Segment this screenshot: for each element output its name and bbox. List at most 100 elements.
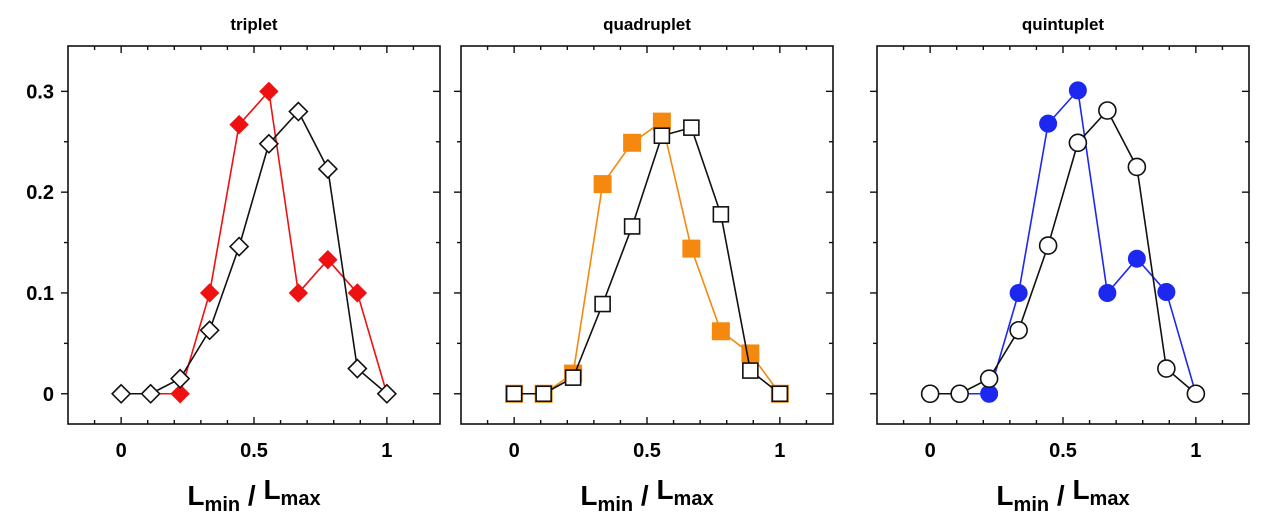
x-axis-label: Lmin / Lmax bbox=[996, 474, 1129, 516]
panel-title: quadruplet bbox=[603, 15, 691, 34]
x-axis-label: Lmin / Lmax bbox=[580, 474, 713, 516]
x-tick-label: 0.5 bbox=[1049, 440, 1077, 462]
series-1 bbox=[921, 81, 1205, 403]
x-axis-label-part: / bbox=[240, 480, 263, 511]
x-axis-label-subscript: max bbox=[674, 488, 714, 510]
data-point bbox=[1068, 81, 1087, 100]
x-axis-label-subscript: min bbox=[1014, 494, 1050, 516]
x-tick-label: 0.5 bbox=[240, 440, 268, 462]
x-axis-label-subscript: max bbox=[281, 488, 321, 510]
data-point bbox=[594, 295, 611, 313]
x-axis-label-subscript: min bbox=[598, 494, 634, 516]
data-point bbox=[376, 383, 397, 404]
x-axis-label-subscript: min bbox=[205, 494, 241, 516]
plot-frame bbox=[460, 45, 834, 425]
data-point bbox=[170, 384, 190, 404]
data-point bbox=[288, 283, 309, 303]
data-point bbox=[623, 133, 642, 152]
data-point bbox=[742, 362, 759, 379]
data-point bbox=[564, 369, 582, 386]
series-line bbox=[514, 120, 781, 395]
data-point bbox=[288, 101, 309, 122]
data-point bbox=[1009, 320, 1028, 340]
x-tick-label: 1 bbox=[1190, 440, 1201, 462]
data-point bbox=[1038, 236, 1058, 255]
x-tick-label: 1 bbox=[774, 440, 785, 462]
data-point bbox=[347, 283, 368, 303]
data-point bbox=[1098, 101, 1117, 120]
data-point bbox=[1098, 283, 1117, 302]
x-tick-label: 0.5 bbox=[633, 440, 661, 462]
x-tick-label: 0 bbox=[925, 440, 936, 462]
series-line bbox=[121, 110, 388, 395]
data-point bbox=[259, 81, 279, 102]
series-line bbox=[514, 126, 781, 395]
panel-title: triplet bbox=[230, 15, 278, 34]
data-point bbox=[920, 384, 940, 404]
panel-1: triplet 0 0.5 1 0 0.1 0.2 0.3 Lmin / Lmax bbox=[26, 15, 441, 516]
data-point bbox=[1039, 114, 1058, 133]
data-point bbox=[199, 320, 220, 341]
series-2 bbox=[920, 101, 1206, 404]
data-point bbox=[683, 119, 700, 136]
plot-frame bbox=[67, 45, 441, 425]
series-line bbox=[930, 89, 1197, 395]
x-axis-label-part: L bbox=[187, 480, 204, 511]
data-point bbox=[199, 283, 220, 303]
data-point bbox=[1009, 283, 1028, 302]
panel-2: quadruplet 0 0.5 1 Lmin / Lmax bbox=[454, 15, 834, 516]
data-point bbox=[712, 206, 730, 223]
data-point bbox=[140, 383, 161, 404]
data-point bbox=[318, 249, 338, 270]
data-point bbox=[653, 127, 671, 145]
series-1 bbox=[505, 112, 789, 403]
x-axis-label-part: L bbox=[263, 474, 280, 505]
data-point bbox=[1127, 249, 1146, 268]
x-axis-label-part: L bbox=[996, 480, 1013, 511]
data-point bbox=[1157, 359, 1176, 378]
series-2 bbox=[111, 101, 397, 404]
series-line bbox=[121, 90, 388, 395]
series-line bbox=[930, 109, 1197, 395]
data-point bbox=[950, 384, 969, 404]
data-point bbox=[711, 322, 730, 341]
x-axis-label-part: L bbox=[580, 480, 597, 511]
data-point bbox=[229, 114, 249, 135]
data-point bbox=[535, 385, 552, 403]
x-axis-label: Lmin / Lmax bbox=[187, 474, 320, 516]
data-point bbox=[505, 385, 523, 403]
x-axis-label-part: / bbox=[633, 480, 656, 511]
x-axis-label-part: / bbox=[1049, 480, 1072, 511]
x-tick-label: 1 bbox=[381, 440, 392, 462]
x-tick-label: 0 bbox=[116, 440, 127, 462]
panel-title: quintuplet bbox=[1022, 15, 1104, 34]
x-axis-label-subscript: max bbox=[1090, 488, 1130, 510]
data-point bbox=[317, 158, 338, 180]
data-point bbox=[1068, 133, 1088, 153]
series-1 bbox=[111, 81, 397, 404]
y-tick-label: 0 bbox=[43, 384, 54, 406]
data-point bbox=[1186, 384, 1206, 404]
x-tick-label: 0 bbox=[509, 440, 520, 462]
data-point bbox=[258, 133, 280, 154]
x-axis-label-part: L bbox=[656, 474, 673, 505]
data-point bbox=[593, 175, 612, 194]
series-2 bbox=[505, 119, 789, 403]
data-point bbox=[170, 368, 191, 389]
y-tick-label: 0.2 bbox=[26, 182, 54, 204]
data-point bbox=[1157, 282, 1176, 301]
data-point bbox=[682, 239, 701, 258]
data-point bbox=[347, 358, 368, 379]
data-point bbox=[771, 385, 789, 403]
y-tick-label: 0.3 bbox=[26, 81, 54, 103]
x-axis-label-part: L bbox=[1072, 474, 1089, 505]
data-point bbox=[1127, 157, 1147, 177]
data-point bbox=[228, 236, 250, 257]
data-point bbox=[741, 344, 760, 363]
panel-3: quintuplet 0 0.5 1 Lmin / Lmax bbox=[870, 15, 1250, 516]
data-point bbox=[111, 383, 132, 404]
data-point bbox=[623, 218, 641, 235]
data-point bbox=[979, 369, 999, 388]
